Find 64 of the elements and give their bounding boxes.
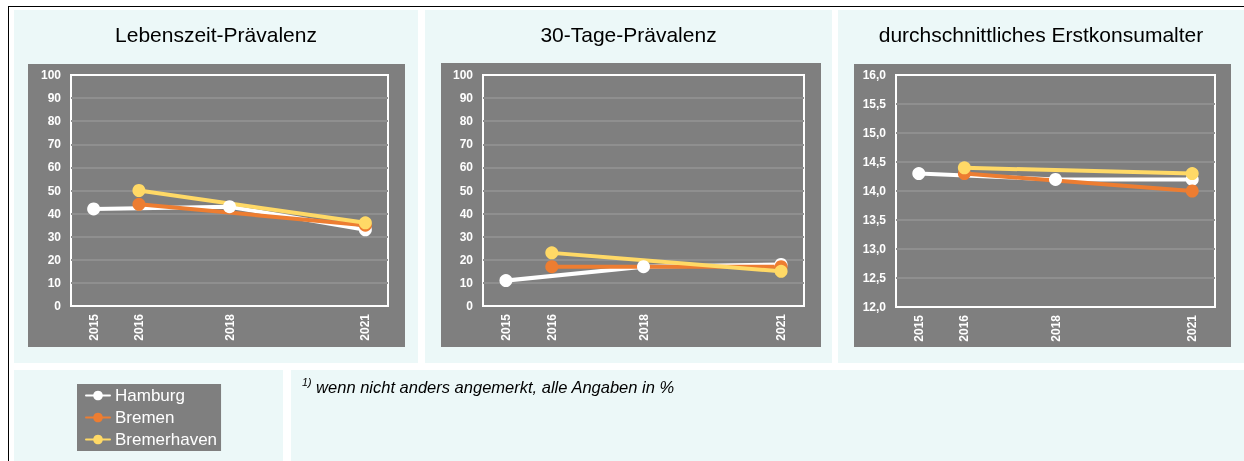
y-tick-label: 70 <box>459 137 474 152</box>
point <box>1185 167 1199 181</box>
x-tick-label: 2021 <box>774 313 789 341</box>
point <box>912 167 926 181</box>
point <box>87 202 101 216</box>
y-tick-label: 14,0 <box>862 184 887 198</box>
x-tick-label: 2018 <box>222 313 237 341</box>
y-tick-label: 80 <box>459 114 474 129</box>
text: $^{1)}$ wenn nicht anders angemerkt, alle Angaben in % <box>302 376 675 397</box>
point <box>1185 184 1199 198</box>
x-tick-label: 2015 <box>911 314 926 342</box>
point <box>499 274 513 288</box>
y-tick-label: 16,0 <box>862 68 887 82</box>
x-tick-label: 2018 <box>1048 314 1063 342</box>
y-tick-label: 100 <box>40 68 62 82</box>
y-tick-label: 15,0 <box>862 126 887 140</box>
point <box>223 200 236 214</box>
y-tick-label: 50 <box>459 183 474 198</box>
y-tick-label: 60 <box>47 160 62 175</box>
legend-label: Bremerhaven <box>115 430 218 449</box>
y-tick-label: 40 <box>459 206 474 221</box>
point <box>545 260 559 274</box>
legend-label: Hamburg <box>115 386 185 405</box>
point <box>545 246 559 260</box>
y-tick-label: 80 <box>47 114 62 129</box>
x-tick-label: 2021 <box>358 313 373 341</box>
point <box>132 197 146 211</box>
y-tick-label: 13,5 <box>862 213 887 227</box>
chart-title: 30-Tage-Prävalenz <box>540 23 717 46</box>
y-tick-label: 15,5 <box>862 97 887 111</box>
y-tick-label: 60 <box>459 160 474 175</box>
x-tick-label: 2015 <box>86 313 101 341</box>
y-tick-label: 14,5 <box>862 155 887 169</box>
y-tick-label: 12,5 <box>862 271 887 285</box>
x-tick-label: 2016 <box>131 313 146 341</box>
x-tick-label: 2018 <box>636 313 651 341</box>
y-tick-label: 70 <box>47 137 62 152</box>
y-tick-label: 10 <box>47 275 62 290</box>
y-tick-label: 0 <box>466 299 474 313</box>
point <box>637 260 650 274</box>
point <box>957 161 971 175</box>
legend-label: Bremen <box>115 408 175 427</box>
x-tick-label: 2015 <box>498 313 513 341</box>
y-tick-label: 12,0 <box>862 300 887 314</box>
y-tick-label: 0 <box>54 299 62 313</box>
point <box>132 184 146 197</box>
x-tick-label: 2016 <box>544 313 559 341</box>
y-tick-label: 10 <box>459 275 474 290</box>
y-tick-label: 30 <box>459 229 474 244</box>
y-tick-label: 13,0 <box>862 242 887 256</box>
x-tick-label: 2016 <box>957 314 972 342</box>
y-tick-label: 90 <box>47 91 62 106</box>
y-tick-label: 50 <box>47 183 62 198</box>
chart-title: Lebenszeit-Prävalenz <box>115 23 317 46</box>
y-tick-label: 40 <box>47 206 62 221</box>
x-tick-label: 2021 <box>1185 314 1200 342</box>
y-tick-label: 100 <box>452 68 474 82</box>
chart-title: durchschnittliches Erstkonsumalter <box>878 23 1204 46</box>
point <box>1049 172 1062 186</box>
point <box>774 264 788 278</box>
y-tick-label: 20 <box>47 252 62 267</box>
y-tick-label: 90 <box>459 91 474 106</box>
y-tick-label: 20 <box>459 252 474 267</box>
y-tick-label: 30 <box>47 229 62 244</box>
